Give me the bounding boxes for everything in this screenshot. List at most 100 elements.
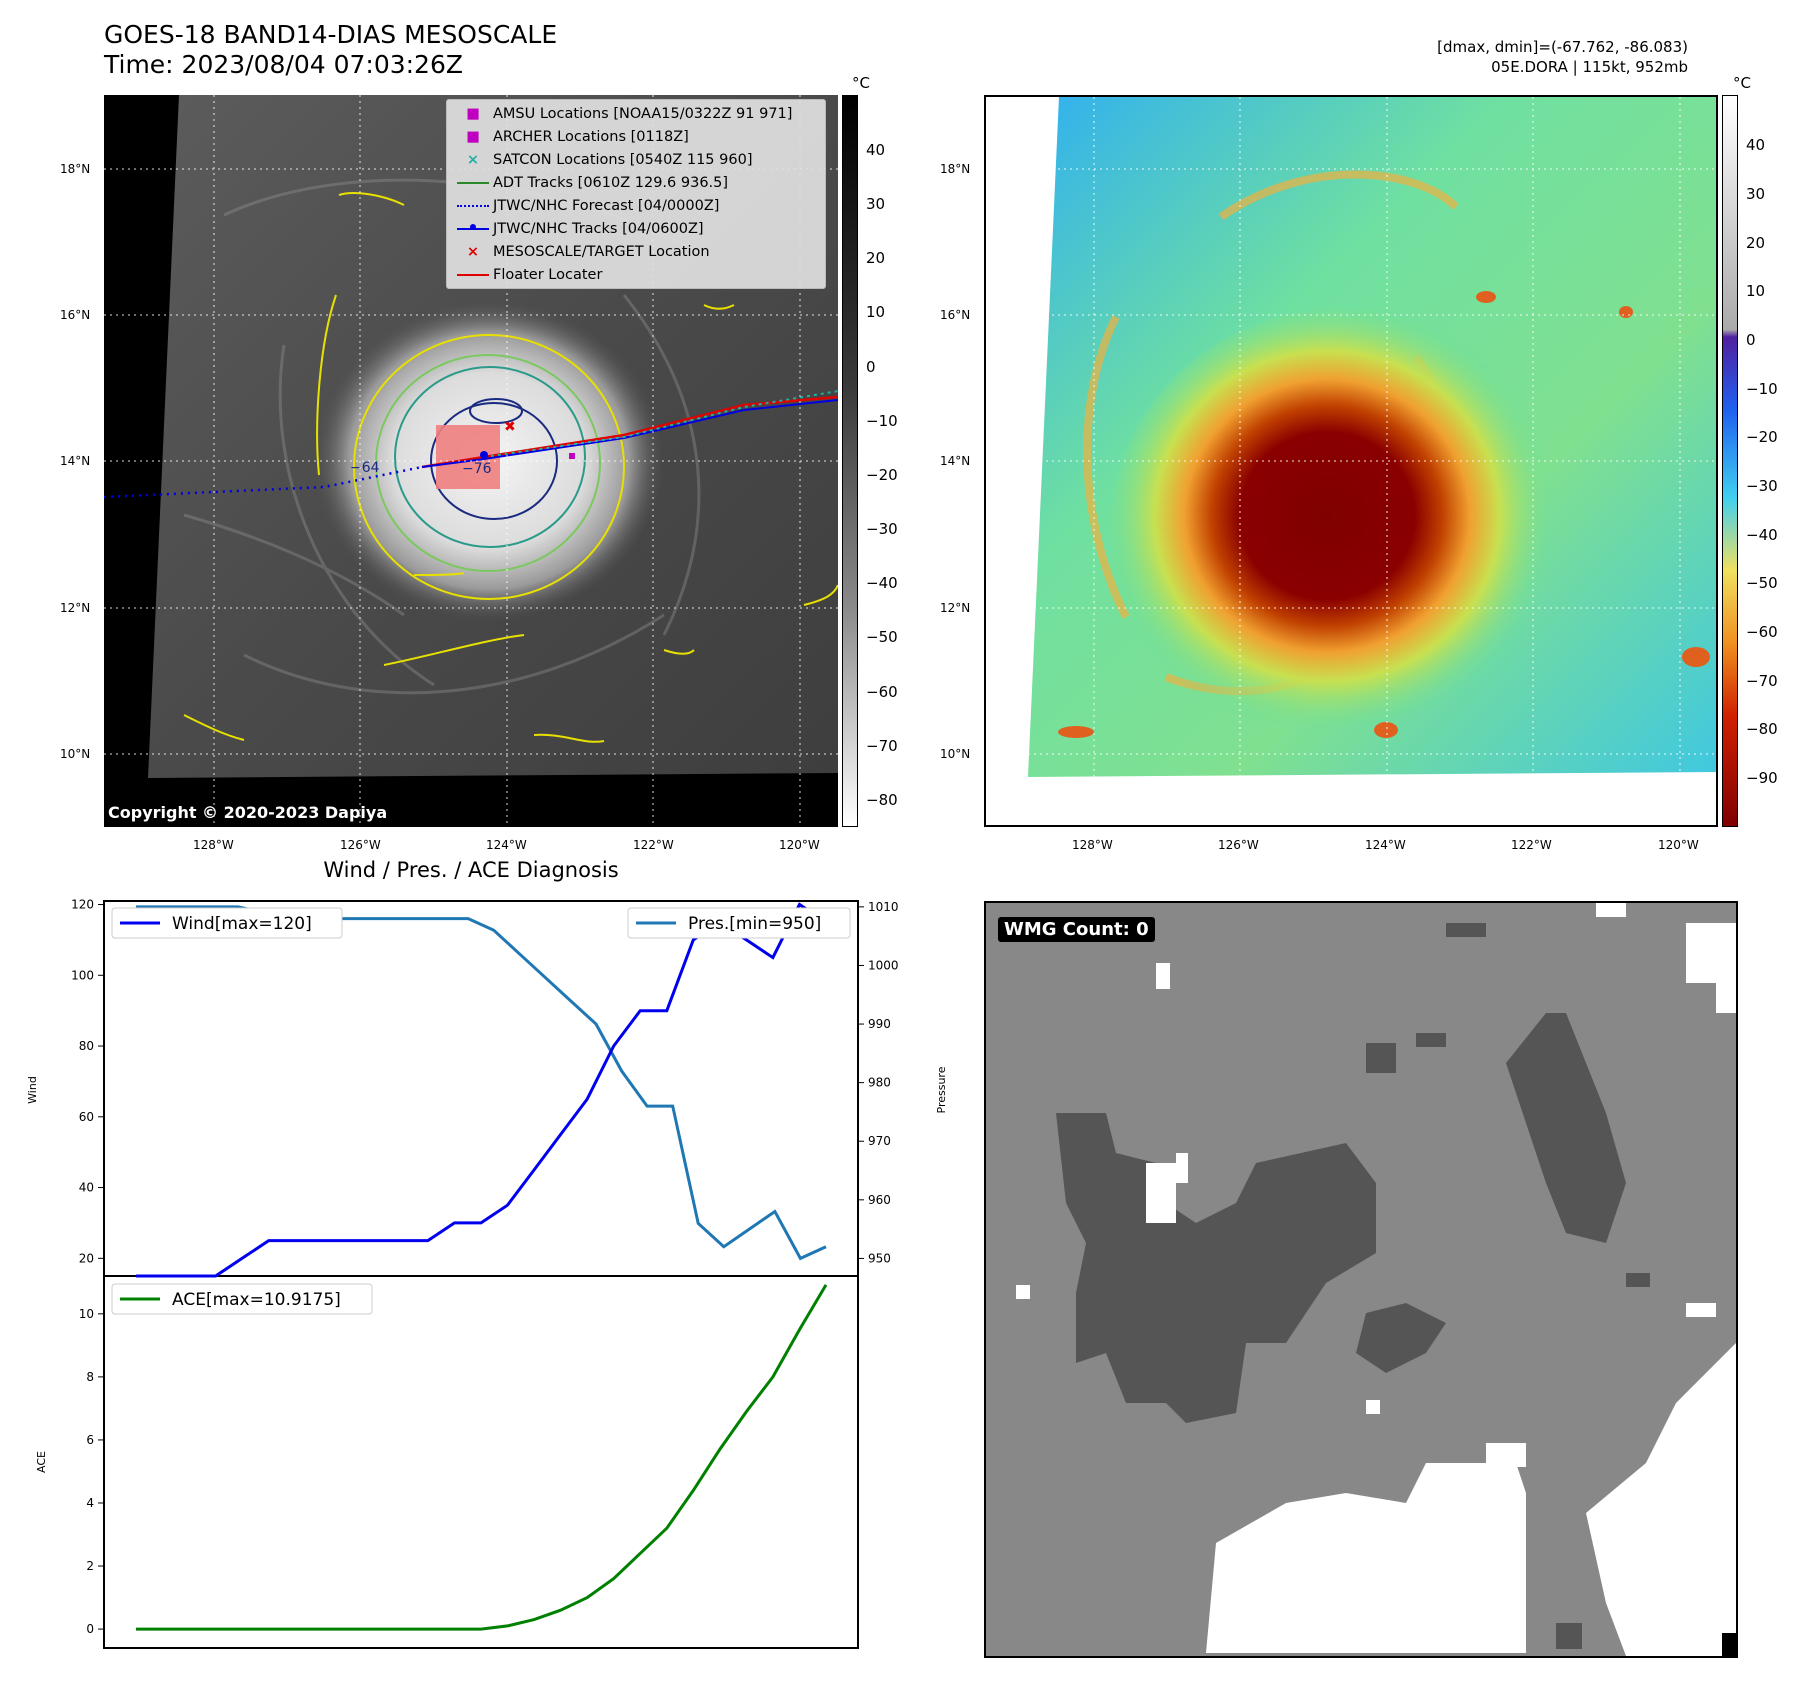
cbar-tick: 30 [866,195,886,213]
enhanced-ir-image [986,97,1716,825]
cbar-tick: −50 [1746,574,1778,592]
cbar-tick: −40 [866,574,898,592]
cbar-tick: −80 [1746,720,1778,738]
cbar-tick: −30 [866,520,898,538]
tick-label: 6 [86,1433,94,1447]
enhanced-ir-panel [984,95,1718,827]
cbar-tick: 20 [1746,234,1766,252]
figure-time: Time: 2023/08/04 07:03:26Z [104,50,463,79]
tick-label: 2 [86,1559,94,1573]
legend-item-adt: ADT Tracks [0610Z 129.6 936.5] [453,172,819,195]
cbar-tick: 20 [866,249,886,267]
wind-y-ticks: 120 100 80 60 40 20 [71,898,104,1265]
ace-y-ticks: 10 8 6 4 2 0 [79,1307,104,1636]
tick-label: 120 [71,898,94,912]
cbar-tick: 40 [1746,136,1766,154]
color-colorbar [1722,95,1738,827]
tick-label: 100 [71,968,94,982]
ir-lat-label: 12°N [60,601,91,615]
ir-colorbar [842,95,858,827]
ir-legend: ■ AMSU Locations [NOAA15/0322Z 91 971] ■ A… [446,99,826,289]
ace-plot-frame [103,1275,859,1649]
tick-label: 980 [868,1076,891,1090]
tick-label: 1000 [868,958,899,972]
tick-label: 990 [868,1017,891,1031]
wmg-panel: WMG Count: 0 [984,901,1738,1658]
pressure-legend-label: Pres.[min=950] [688,914,821,934]
wind-plot-frame [103,900,859,1277]
tick-label: 80 [79,1039,94,1053]
ir-lat-label: 10°N [60,747,91,761]
ir-lat-label: 16°N [60,308,91,322]
ace-legend-label: ACE[max=10.9175] [172,1290,341,1310]
ir-lon-label: 120°W [779,838,820,852]
pressure-legend: Pres.[min=950] [627,907,851,939]
cbar-tick: −70 [1746,672,1778,690]
line-marker-icon [453,274,493,276]
ir-lon-label: 126°W [340,838,381,852]
cbar-tick: 10 [866,303,886,321]
color-colorbar-unit: °C [1733,74,1751,92]
cbar-tick: −30 [1746,477,1778,495]
dmax-dmin-label: [dmax, dmin]=(-67.762, -86.083) [1437,38,1688,56]
tick-label: 60 [79,1110,94,1124]
cbar-tick: −60 [866,683,898,701]
tick-label: 1010 [868,900,899,914]
color-lat-label: 18°N [940,162,971,176]
tick-label: 960 [868,1193,891,1207]
x-marker-icon: × [466,152,480,168]
diagnosis-chart-title: Wind / Pres. / ACE Diagnosis [323,858,619,882]
cbar-tick: 30 [1746,185,1766,203]
ir-lon-label: 124°W [486,838,527,852]
tick-label: 20 [79,1251,94,1265]
tick-label: 970 [868,1134,891,1148]
cbar-tick: −20 [1746,428,1778,446]
ir-colorbar-unit: °C [852,74,870,92]
line-dot-icon [453,224,493,230]
cbar-tick: −60 [1746,623,1778,641]
cbar-tick: 40 [866,141,886,159]
ir-lat-label: 18°N [60,162,91,176]
wind-legend-label: Wind[max=120] [172,914,312,934]
legend-item-amsu: ■ AMSU Locations [NOAA15/0322Z 91 971] [453,103,819,126]
contour-label-inner: −76 [462,461,492,477]
tick-label: 8 [86,1370,94,1384]
legend-item-satcon: × SATCON Locations [0540Z 115 960] [453,149,819,172]
cbar-tick: −10 [1746,380,1778,398]
cbar-tick: −80 [866,791,898,809]
color-lon-label: 122°W [1511,838,1552,852]
cbar-tick: −90 [1746,769,1778,787]
cbar-tick: −40 [1746,526,1778,544]
cbar-tick: −20 [866,466,898,484]
wind-legend: Wind[max=120] [111,907,343,939]
tick-label: 4 [86,1496,94,1510]
legend-item-target: × MESOSCALE/TARGET Location [453,241,819,264]
cbar-tick: −70 [866,737,898,755]
color-lon-label: 120°W [1658,838,1699,852]
cbar-tick: −50 [866,628,898,646]
contour-label-outer: −64 [350,460,380,476]
svg-text:✖: ✖ [504,419,516,435]
dotted-line-icon [453,205,493,207]
ir-lon-label: 122°W [633,838,674,852]
cbar-tick: 0 [866,358,876,376]
cbar-tick: 0 [1746,331,1756,349]
color-lat-label: 12°N [940,601,971,615]
ace-series-line [136,1284,828,1631]
wmg-count-label: WMG Count: 0 [998,917,1155,942]
ace-axis-label: ACE [35,1451,48,1473]
color-lon-label: 124°W [1365,838,1406,852]
color-lat-label: 14°N [940,454,971,468]
tick-label: 0 [86,1622,94,1636]
x-marker-icon: × [466,244,480,260]
legend-item-floater: Floater Locater [453,264,819,287]
ir-satellite-panel: ✖ −64 −76 ■ AMSU Locations [NOAA15/0322Z … [103,95,839,827]
line-marker-icon [453,182,493,184]
ir-lon-label: 128°W [193,838,234,852]
color-lat-label: 10°N [940,747,971,761]
square-marker-icon: ■ [466,106,480,122]
tick-label: 10 [79,1307,94,1321]
copyright-text: Copyright © 2020-2023 Dapiya [108,803,388,822]
ir-lat-label: 14°N [60,454,91,468]
